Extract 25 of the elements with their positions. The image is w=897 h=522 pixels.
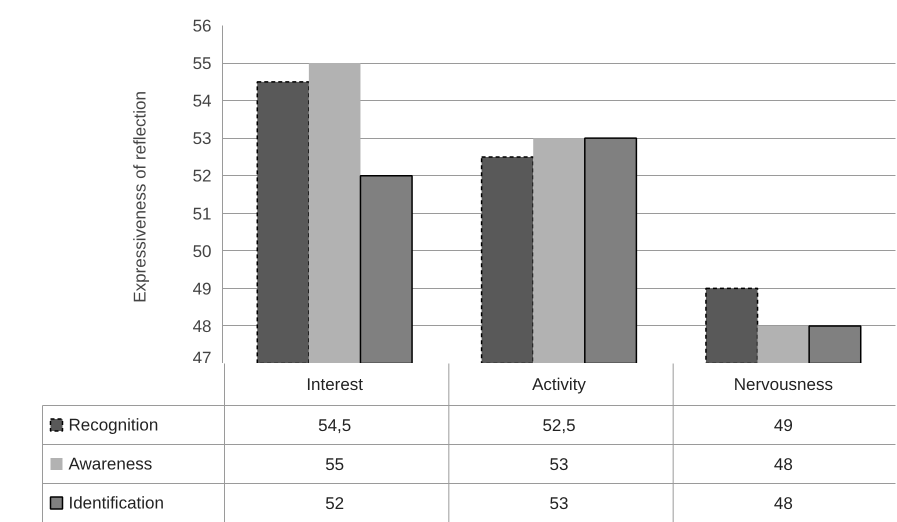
x-tick-label: Activity [532, 375, 586, 394]
x-tick-label: Interest [306, 375, 364, 394]
y-axis-title: Expressiveness of reflection [130, 91, 150, 303]
y-tick-label: 56 [192, 16, 212, 36]
data-label: 53 [550, 494, 568, 513]
y-tick-label: 48 [192, 316, 212, 336]
data-label: 49 [774, 416, 793, 435]
y-tick-label: 51 [192, 204, 212, 224]
x-tick-label: Nervousness [734, 375, 833, 394]
legend-label: Awareness [68, 454, 152, 474]
y-tick-label: 50 [192, 242, 212, 261]
data-label: 48 [774, 494, 793, 513]
legend-label: Recognition [68, 416, 158, 434]
data-label: 48 [774, 455, 793, 474]
data-label: 55 [325, 455, 344, 474]
data-label: 54,5 [318, 416, 352, 435]
data-label: 52,5 [542, 416, 576, 435]
data-label: 53 [550, 455, 568, 474]
y-tick-label: 54 [192, 92, 212, 111]
y-tick-label: 49 [192, 279, 212, 298]
y-tick-label: 53 [192, 129, 212, 148]
data-label: 52 [325, 494, 344, 513]
y-tick-label: 52 [192, 166, 212, 186]
y-tick-label: 55 [192, 54, 212, 74]
legend-label: Identification [68, 494, 164, 512]
